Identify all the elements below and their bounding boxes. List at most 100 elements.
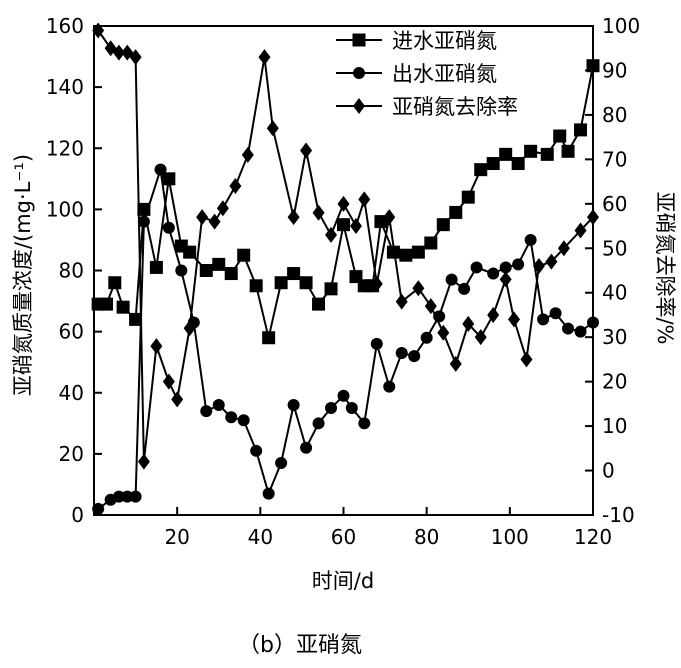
legend-label: 进水亚硝氮 xyxy=(392,29,497,53)
data-point-square xyxy=(449,205,463,219)
data-point-circle xyxy=(121,490,134,503)
data-point-circle xyxy=(250,444,263,457)
right-y-tick-label: 10 xyxy=(602,414,627,438)
data-point-diamond xyxy=(383,209,396,226)
data-point-square xyxy=(299,276,313,290)
data-point-circle xyxy=(92,502,105,515)
data-point-square xyxy=(249,279,263,293)
x-tick-label: 40 xyxy=(248,525,273,549)
series-line-diamond xyxy=(97,29,594,462)
data-point-circle xyxy=(562,322,575,335)
data-point-circle xyxy=(512,258,525,271)
data-point-circle xyxy=(445,273,458,286)
left-y-tick-label: 40 xyxy=(59,381,84,405)
x-tick-label: 60 xyxy=(331,525,356,549)
x-tick-label: 120 xyxy=(574,525,612,549)
data-point-square xyxy=(499,147,513,161)
data-point-diamond xyxy=(216,200,229,217)
data-point-circle xyxy=(370,337,383,350)
right-y-tick-label: 80 xyxy=(602,103,627,127)
data-point-diamond xyxy=(312,204,325,221)
left-y-tick-label: 160 xyxy=(46,14,84,38)
data-point-diamond xyxy=(258,49,271,66)
data-point-diamond xyxy=(370,275,383,292)
data-point-square xyxy=(486,157,500,171)
data-point-diamond xyxy=(287,209,300,226)
data-point-diamond xyxy=(499,271,512,288)
data-point-square xyxy=(183,245,197,259)
left-y-tick-label: 0 xyxy=(71,503,84,527)
data-point-circle xyxy=(345,402,358,415)
right-y-tick-label: 0 xyxy=(602,459,615,483)
data-point-square xyxy=(561,144,575,158)
data-point-square xyxy=(108,276,122,290)
data-point-square xyxy=(436,218,450,232)
data-point-diamond xyxy=(92,22,105,39)
data-point-circle xyxy=(212,398,225,411)
right-y-tick-label: 70 xyxy=(602,147,627,171)
data-point-diamond xyxy=(532,258,545,275)
data-point-square xyxy=(212,257,226,271)
plot-area-border xyxy=(93,25,594,516)
right-y-axis: -10 0 10 20 30 40 50 60 70 80 90 100 xyxy=(585,14,640,527)
series-circle xyxy=(92,163,599,515)
left-y-tick-label: 140 xyxy=(46,75,84,99)
left-y-tick-label: 20 xyxy=(59,442,84,466)
legend-item: 亚硝氮去除率 xyxy=(336,95,518,119)
right-y-tick-label: -10 xyxy=(602,503,635,527)
data-point-diamond xyxy=(137,453,150,470)
data-point-diamond xyxy=(424,298,437,315)
right-y-axis-title: 亚硝氮去除率/% xyxy=(653,191,677,344)
data-point-square xyxy=(461,190,475,204)
data-point-circle xyxy=(175,264,188,277)
data-point-diamond xyxy=(241,146,254,163)
data-point-square xyxy=(511,157,525,171)
series-layer xyxy=(91,22,600,515)
data-point-square xyxy=(262,331,276,345)
left-y-tick-label: 60 xyxy=(59,320,84,344)
left-y-axis-title: 亚硝氮质量浓度/(mg·L⁻¹) xyxy=(11,154,35,396)
data-point-circle xyxy=(300,441,313,454)
data-point-square xyxy=(149,260,163,274)
data-point-square xyxy=(474,163,488,177)
data-point-diamond xyxy=(395,293,408,310)
data-point-diamond xyxy=(208,213,221,230)
data-point-circle xyxy=(112,490,125,503)
legend-marker-diamond xyxy=(353,98,365,114)
data-point-square xyxy=(116,300,130,314)
right-y-tick-label: 30 xyxy=(602,325,627,349)
plot-frame xyxy=(93,25,594,516)
data-point-diamond xyxy=(325,226,338,243)
data-point-square xyxy=(411,245,425,259)
data-point-square xyxy=(199,264,213,277)
data-point-diamond xyxy=(349,218,362,235)
data-point-circle xyxy=(549,307,562,320)
data-point-square xyxy=(586,59,600,73)
data-point-diamond xyxy=(171,391,184,408)
data-point-diamond xyxy=(449,355,462,372)
data-point-diamond xyxy=(300,142,313,159)
data-point-square xyxy=(274,276,288,290)
data-point-circle xyxy=(225,411,238,424)
data-point-diamond xyxy=(412,280,425,297)
data-point-square xyxy=(287,267,301,281)
data-point-diamond xyxy=(487,306,500,323)
right-y-tick-label: 90 xyxy=(602,58,627,82)
data-point-circle xyxy=(312,417,325,430)
data-point-diamond xyxy=(587,209,599,226)
data-point-circle xyxy=(137,215,150,228)
left-y-tick-label: 80 xyxy=(59,259,84,283)
data-point-square xyxy=(162,172,176,186)
data-point-square xyxy=(99,297,113,311)
data-point-square xyxy=(324,282,338,296)
data-point-circle xyxy=(537,313,550,326)
data-point-diamond xyxy=(358,191,371,208)
data-point-diamond xyxy=(150,338,163,355)
data-point-circle xyxy=(383,380,396,393)
right-y-tick-label: 100 xyxy=(602,14,640,38)
data-point-circle xyxy=(420,331,433,344)
right-y-tick-label: 60 xyxy=(602,192,627,216)
legend-marker-square xyxy=(352,33,366,47)
data-point-square xyxy=(237,248,251,262)
data-point-diamond xyxy=(266,120,279,137)
